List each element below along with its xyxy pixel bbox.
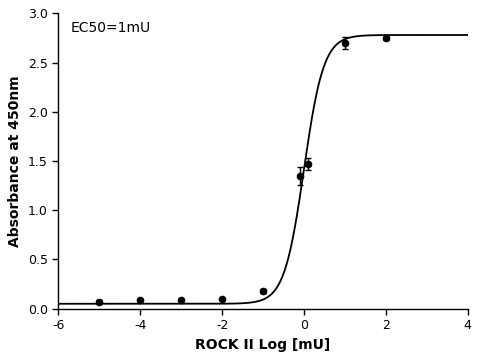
Text: EC50=1mU: EC50=1mU	[71, 21, 151, 35]
X-axis label: ROCK II Log [mU]: ROCK II Log [mU]	[195, 338, 331, 352]
Y-axis label: Absorbance at 450nm: Absorbance at 450nm	[8, 75, 23, 247]
